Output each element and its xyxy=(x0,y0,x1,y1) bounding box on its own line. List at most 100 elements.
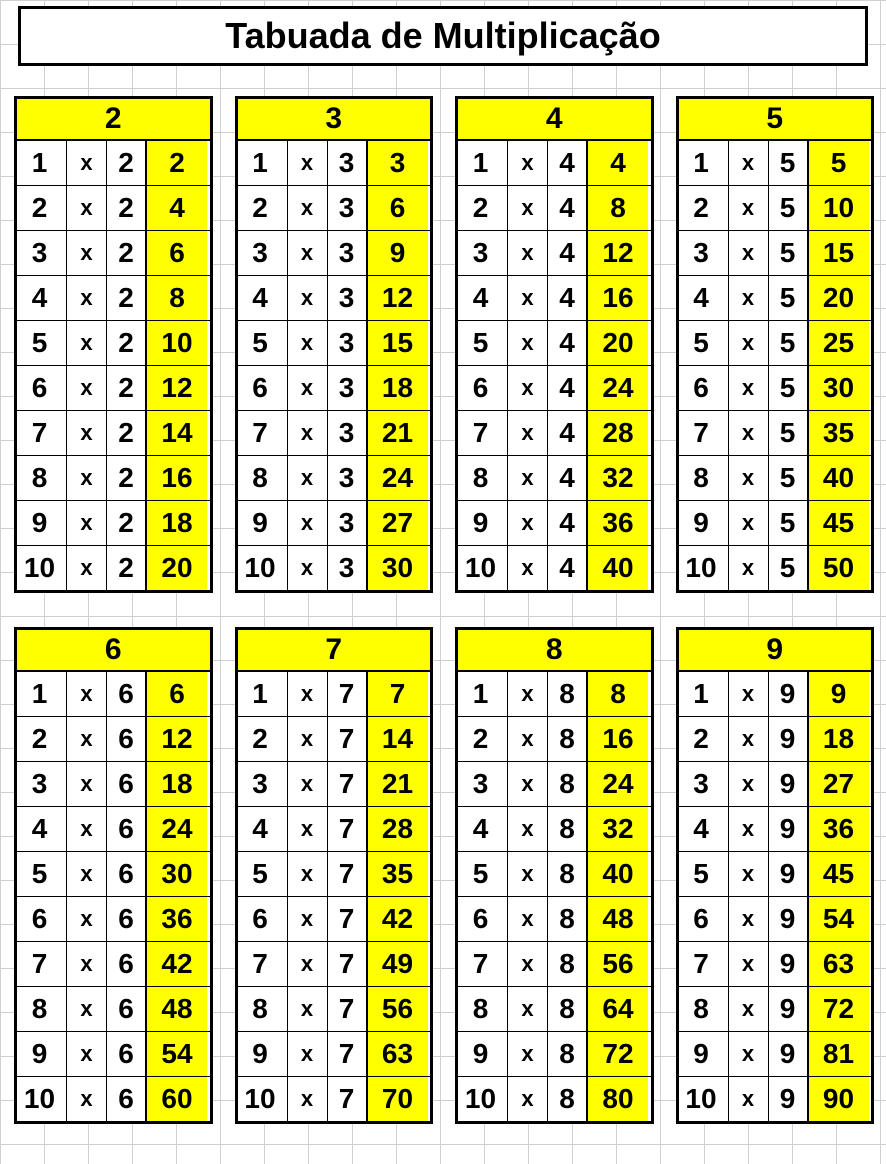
operator-cell: x xyxy=(508,1077,548,1121)
multiplicand-cell: 7 xyxy=(679,411,729,455)
mul-row: 6x636 xyxy=(17,896,210,941)
mul-row: 1x33 xyxy=(238,141,431,185)
operator-cell: x xyxy=(67,231,107,275)
operator-cell: x xyxy=(729,321,769,365)
mul-row: 6x212 xyxy=(17,365,210,410)
operator-cell: x xyxy=(288,852,328,896)
result-cell: 7 xyxy=(368,672,428,716)
operator-cell: x xyxy=(67,366,107,410)
multiplier-cell: 3 xyxy=(328,411,368,455)
multiplicand-cell: 1 xyxy=(17,141,67,185)
multiplicand-cell: 10 xyxy=(238,1077,288,1121)
mul-row: 7x642 xyxy=(17,941,210,986)
multiplier-cell: 9 xyxy=(769,1032,809,1076)
result-cell: 12 xyxy=(588,231,648,275)
multiplier-cell: 3 xyxy=(328,321,368,365)
multiplier-cell: 2 xyxy=(107,456,147,500)
operator-cell: x xyxy=(288,186,328,230)
operator-cell: x xyxy=(508,276,548,320)
multiplier-cell: 4 xyxy=(548,141,588,185)
multiplicand-cell: 3 xyxy=(238,762,288,806)
multiplier-cell: 8 xyxy=(548,1032,588,1076)
mul-row: 1x44 xyxy=(458,141,651,185)
mul-row: 8x432 xyxy=(458,455,651,500)
multiplicand-cell: 3 xyxy=(679,762,729,806)
multiplicand-cell: 7 xyxy=(458,942,508,986)
multiplier-cell: 6 xyxy=(107,1032,147,1076)
result-cell: 24 xyxy=(147,807,207,851)
operator-cell: x xyxy=(729,1032,769,1076)
multiplicand-cell: 5 xyxy=(458,321,508,365)
multiplier-cell: 2 xyxy=(107,141,147,185)
result-cell: 25 xyxy=(809,321,869,365)
operator-cell: x xyxy=(288,897,328,941)
multiplier-cell: 2 xyxy=(107,186,147,230)
mul-table-body: 1x882x8163x8244x8325x8406x8487x8568x8649… xyxy=(458,672,651,1121)
mul-row: 6x318 xyxy=(238,365,431,410)
operator-cell: x xyxy=(508,762,548,806)
multiplier-cell: 7 xyxy=(328,762,368,806)
operator-cell: x xyxy=(288,672,328,716)
mul-table-2: 21x222x243x264x285x2106x2127x2148x2169x2… xyxy=(14,96,213,593)
mul-row: 8x648 xyxy=(17,986,210,1031)
operator-cell: x xyxy=(288,231,328,275)
operator-cell: x xyxy=(288,1077,328,1121)
result-cell: 14 xyxy=(368,717,428,761)
multiplicand-cell: 10 xyxy=(679,1077,729,1121)
mul-table-3: 31x332x363x394x3125x3156x3187x3218x3249x… xyxy=(235,96,434,593)
operator-cell: x xyxy=(508,1032,548,1076)
mul-row: 9x436 xyxy=(458,500,651,545)
operator-cell: x xyxy=(508,456,548,500)
multiplicand-cell: 6 xyxy=(238,897,288,941)
operator-cell: x xyxy=(67,807,107,851)
result-cell: 8 xyxy=(588,186,648,230)
multiplicand-cell: 4 xyxy=(238,276,288,320)
result-cell: 54 xyxy=(809,897,869,941)
multiplier-cell: 9 xyxy=(769,987,809,1031)
result-cell: 16 xyxy=(588,717,648,761)
multiplier-cell: 8 xyxy=(548,717,588,761)
operator-cell: x xyxy=(288,807,328,851)
mul-row: 3x515 xyxy=(679,230,872,275)
multiplicand-cell: 3 xyxy=(17,231,67,275)
multiplier-cell: 4 xyxy=(548,366,588,410)
mul-row: 2x816 xyxy=(458,716,651,761)
result-cell: 2 xyxy=(147,141,207,185)
operator-cell: x xyxy=(729,411,769,455)
multiplicand-cell: 9 xyxy=(238,1032,288,1076)
operator-cell: x xyxy=(67,546,107,590)
operator-cell: x xyxy=(508,231,548,275)
operator-cell: x xyxy=(288,321,328,365)
multiplicand-cell: 10 xyxy=(17,1077,67,1121)
multiplier-cell: 5 xyxy=(769,501,809,545)
multiplicand-cell: 2 xyxy=(238,186,288,230)
multiplier-cell: 6 xyxy=(107,942,147,986)
operator-cell: x xyxy=(67,852,107,896)
multiplier-cell: 3 xyxy=(328,231,368,275)
result-cell: 60 xyxy=(147,1077,207,1121)
multiplicand-cell: 4 xyxy=(17,276,67,320)
multiplicand-cell: 9 xyxy=(679,501,729,545)
operator-cell: x xyxy=(67,762,107,806)
mul-table-9: 91x992x9183x9274x9365x9456x9547x9638x972… xyxy=(676,627,875,1124)
multiplicand-cell: 2 xyxy=(458,717,508,761)
result-cell: 64 xyxy=(588,987,648,1031)
result-cell: 36 xyxy=(147,897,207,941)
multiplier-cell: 3 xyxy=(328,276,368,320)
operator-cell: x xyxy=(288,456,328,500)
multiplicand-cell: 1 xyxy=(458,672,508,716)
mul-row: 8x972 xyxy=(679,986,872,1031)
mul-row: 5x840 xyxy=(458,851,651,896)
operator-cell: x xyxy=(67,186,107,230)
multiplicand-cell: 5 xyxy=(238,852,288,896)
mul-row: 7x749 xyxy=(238,941,431,986)
mul-row: 7x856 xyxy=(458,941,651,986)
multiplicand-cell: 6 xyxy=(458,366,508,410)
multiplicand-cell: 3 xyxy=(238,231,288,275)
mul-row: 1x22 xyxy=(17,141,210,185)
mul-table-body: 1x772x7143x7214x7285x7356x7427x7498x7569… xyxy=(238,672,431,1121)
mul-row: 4x832 xyxy=(458,806,651,851)
result-cell: 21 xyxy=(368,762,428,806)
mul-row: 8x216 xyxy=(17,455,210,500)
mul-row: 4x728 xyxy=(238,806,431,851)
